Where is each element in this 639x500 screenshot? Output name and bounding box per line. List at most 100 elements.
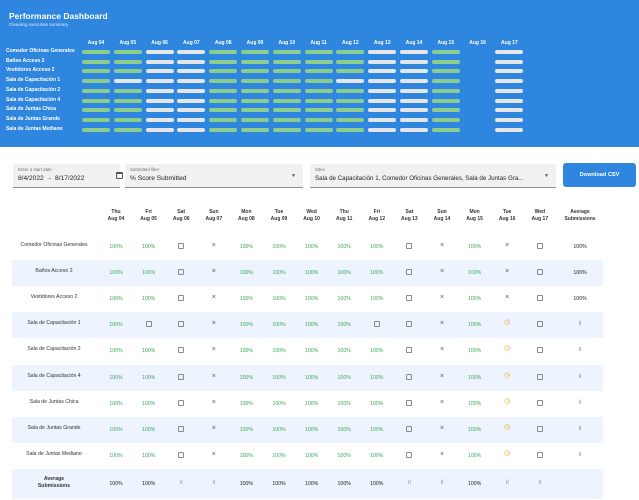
score-cell[interactable]: 100% <box>370 426 384 433</box>
score-cell[interactable]: 100% <box>370 270 384 277</box>
score-cell[interactable]: 100% <box>141 374 156 381</box>
score-cell[interactable]: 100% <box>109 296 123 303</box>
score-cell[interactable]: 100% <box>467 270 482 277</box>
score-cell[interactable]: 100% <box>304 452 319 459</box>
score-cell[interactable]: 100% <box>370 296 384 303</box>
score-cell[interactable]: 100% <box>239 400 254 407</box>
submitted-filter-select[interactable]: Submitted filter % Score Submitted ▼ <box>125 164 303 188</box>
score-cell[interactable]: 100% <box>337 296 351 303</box>
heatmap-date-label: Aug 04 <box>87 40 105 46</box>
heatmap-cell <box>241 117 269 122</box>
score-cell[interactable]: 100% <box>109 374 123 381</box>
heatmap-cell <box>177 69 206 74</box>
score-cell[interactable]: 100% <box>304 322 319 329</box>
score-cell[interactable]: 100% <box>141 296 156 303</box>
score-cell[interactable]: 100% <box>239 270 254 277</box>
score-cell[interactable]: 100% <box>109 348 123 355</box>
score-cell[interactable]: 100% <box>272 374 286 381</box>
score-cell[interactable]: 100% <box>239 296 254 303</box>
score-cell[interactable]: 100% <box>304 270 319 277</box>
row-site-label: Sala de Capacitación 2 <box>27 346 81 353</box>
heatmap-cell <box>177 88 206 93</box>
score-cell[interactable]: 100% <box>467 296 482 303</box>
heatmap-cell <box>82 59 110 64</box>
date-start-input[interactable]: 8/4/2022 <box>18 175 44 182</box>
score-cell[interactable]: 100% <box>239 348 254 355</box>
score-cell[interactable]: 100% <box>467 426 482 433</box>
score-cell[interactable]: 100% <box>141 244 156 250</box>
score-cell[interactable]: 100% <box>141 452 156 459</box>
score-cell[interactable]: 100% <box>304 400 319 407</box>
score-cell[interactable]: 100% <box>304 426 319 433</box>
score-cell[interactable]: 100% <box>239 374 254 381</box>
score-cell[interactable]: 100% <box>239 244 254 250</box>
score-cell[interactable]: 100% <box>467 452 482 459</box>
score-cell[interactable]: 100% <box>370 400 384 407</box>
download-csv-button[interactable]: Download CSV <box>563 163 636 187</box>
heatmap-cell <box>272 108 301 113</box>
column-day: Thu <box>339 209 349 215</box>
score-cell[interactable]: 100% <box>272 400 286 407</box>
score-cell[interactable]: 100% <box>272 426 286 433</box>
score-cell[interactable]: 100% <box>370 452 384 459</box>
heatmap-cell <box>82 88 110 93</box>
heatmap-date-label: Aug 13 <box>373 40 391 46</box>
calendar-icon[interactable] <box>116 172 123 179</box>
score-cell[interactable]: 100% <box>370 374 384 381</box>
heatmap-cell <box>336 98 365 103</box>
score-cell[interactable]: 100% <box>370 348 384 355</box>
score-cell[interactable]: 100% <box>337 348 351 355</box>
heatmap-date-label: Aug 15 <box>437 40 455 46</box>
date-end-input[interactable]: 8/17/2022 <box>55 175 85 182</box>
score-cell[interactable]: 100% <box>467 348 482 355</box>
score-cell[interactable]: 100% <box>141 348 156 355</box>
score-cell[interactable]: 100% <box>337 244 351 250</box>
score-cell[interactable]: 100% <box>141 426 156 433</box>
score-cell[interactable]: 100% <box>304 296 319 303</box>
heatmap-cell <box>113 117 142 122</box>
score-cell[interactable]: 100% <box>337 322 351 329</box>
score-cell[interactable]: 100% <box>467 400 482 407</box>
score-cell[interactable]: 100% <box>467 244 482 250</box>
score-cell[interactable]: 100% <box>109 426 123 433</box>
score-cell[interactable]: 100% <box>239 452 254 459</box>
column-day: Sun <box>437 209 447 215</box>
score-cell[interactable]: 100% <box>272 270 286 277</box>
score-cell[interactable]: 100% <box>370 244 384 250</box>
score-cell[interactable]: 100% <box>109 322 123 329</box>
sites-select[interactable]: Sites Sala de Capacitación 1, Comedor Of… <box>310 164 556 188</box>
score-cell[interactable]: 100% <box>304 348 319 355</box>
score-cell[interactable]: 100% <box>337 452 351 459</box>
heatmap-cell <box>272 69 301 74</box>
score-cell[interactable]: 100% <box>272 296 286 303</box>
calendar-icon <box>536 425 543 432</box>
score-cell[interactable]: 100% <box>141 400 156 407</box>
column-day: Sat <box>177 209 186 215</box>
footer-average-value: 100% <box>109 480 123 487</box>
score-cell[interactable]: 100% <box>467 322 482 329</box>
score-cell[interactable]: 100% <box>239 322 254 329</box>
score-cell[interactable]: 100% <box>337 426 351 433</box>
score-cell[interactable]: 100% <box>272 348 286 355</box>
heatmap-date-label: Aug 05 <box>119 40 137 46</box>
heatmap-date-label: Aug 16 <box>469 40 486 46</box>
score-cell[interactable]: 100% <box>109 270 123 277</box>
score-cell[interactable]: 100% <box>337 400 351 407</box>
score-cell[interactable]: 100% <box>467 374 482 381</box>
score-cell[interactable]: 100% <box>109 244 123 250</box>
score-cell[interactable]: 100% <box>304 374 319 381</box>
date-range-field[interactable]: Enter a start date 8/4/2022 – 8/17/2022 <box>13 164 123 188</box>
score-cell[interactable]: 100% <box>109 400 123 407</box>
avg-header-line: Average <box>570 209 590 215</box>
score-cell[interactable]: 100% <box>337 270 351 277</box>
score-cell[interactable]: 100% <box>304 244 319 250</box>
score-cell[interactable]: 100% <box>337 374 351 381</box>
score-cell[interactable]: 100% <box>272 452 286 459</box>
column-date: Aug 06 <box>172 216 190 222</box>
score-cell[interactable]: 100% <box>239 426 254 433</box>
heatmap-cell <box>241 69 269 74</box>
score-cell[interactable]: 100% <box>141 270 156 277</box>
score-cell[interactable]: 100% <box>272 322 286 329</box>
score-cell[interactable]: 100% <box>109 452 123 459</box>
score-cell[interactable]: 100% <box>272 244 286 250</box>
